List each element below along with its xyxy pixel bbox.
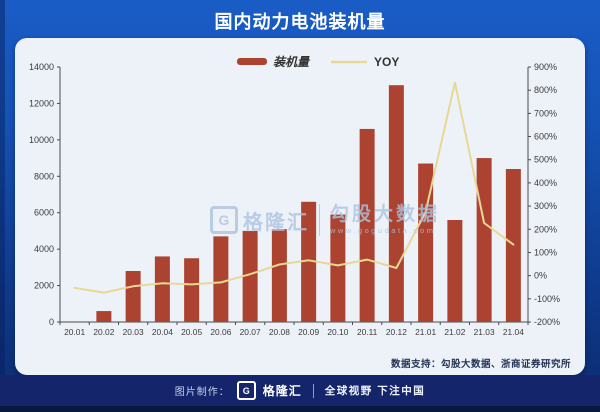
page-title: 国内动力电池装机量 (214, 12, 386, 32)
svg-text:20.06: 20.06 (210, 327, 231, 337)
footer-g-logo-icon: G (236, 381, 256, 400)
svg-text:0: 0 (49, 317, 54, 327)
svg-text:20.08: 20.08 (269, 327, 290, 337)
chart-svg: 装机量 YOY 0 2000 4000 6000 8000 10000 12000 14000 -2… (29, 55, 560, 337)
svg-text:21.04: 21.04 (503, 327, 524, 337)
legend-bar-swatch (237, 58, 267, 65)
bar (242, 230, 258, 322)
svg-text:20.04: 20.04 (152, 327, 173, 337)
svg-text:21.03: 21.03 (474, 327, 495, 337)
bar (213, 236, 229, 322)
chart-card: 装机量 YOY 0 2000 4000 6000 8000 10000 12000 14000 -2… (15, 38, 585, 375)
svg-text:20.11: 20.11 (357, 327, 378, 337)
svg-text:20.09: 20.09 (298, 327, 319, 337)
svg-text:14000: 14000 (29, 62, 54, 72)
svg-text:0%: 0% (534, 271, 547, 281)
bar (418, 163, 434, 322)
bar (184, 258, 200, 322)
svg-text:21.01: 21.01 (415, 327, 436, 337)
svg-text:20.07: 20.07 (240, 327, 261, 337)
bar (447, 220, 463, 322)
svg-text:800%: 800% (534, 85, 557, 95)
legend: 装机量 YOY (237, 55, 399, 69)
svg-text:4000: 4000 (34, 244, 54, 254)
svg-text:20.02: 20.02 (93, 327, 114, 337)
svg-text:900%: 900% (534, 62, 557, 72)
svg-text:300%: 300% (534, 201, 557, 211)
svg-text:400%: 400% (534, 178, 557, 188)
svg-text:100%: 100% (534, 247, 557, 257)
left-edge-stripe (0, 0, 5, 375)
left-axis-labels: 0 2000 4000 6000 8000 10000 12000 14000 (29, 62, 60, 327)
bar (96, 311, 112, 322)
combo-chart: 装机量 YOY 0 2000 4000 6000 8000 10000 12000 14000 -2… (15, 38, 585, 378)
svg-text:20.12: 20.12 (386, 327, 407, 337)
svg-text:2000: 2000 (34, 281, 54, 291)
footer-divider (312, 383, 314, 398)
legend-bar-label: 装机量 (273, 55, 311, 69)
x-axis-labels: 20.01 20.02 20.03 20.04 20.05 20.06 20.07 20.08… (59, 322, 529, 337)
svg-text:20.03: 20.03 (123, 327, 144, 337)
svg-text:200%: 200% (534, 224, 557, 234)
footer-bar: 图片制作： G 格隆汇 全球视野 下注中国 (0, 375, 600, 412)
footer-slogan: 全球视野 下注中国 (324, 385, 426, 397)
footer-made-by-label: 图片制作： (174, 387, 230, 398)
svg-text:8000: 8000 (34, 171, 54, 181)
legend-line-label: YOY (374, 55, 399, 69)
svg-text:10000: 10000 (29, 135, 54, 145)
svg-text:20.05: 20.05 (181, 327, 202, 337)
bar (388, 85, 404, 322)
bar (330, 214, 346, 322)
svg-text:21.02: 21.02 (444, 327, 465, 337)
bar (476, 158, 492, 322)
svg-text:500%: 500% (534, 155, 557, 165)
svg-text:20.01: 20.01 (64, 327, 85, 337)
data-support-note: 数据支持：勾股大数据、浙商证券研究所 (390, 359, 571, 370)
bar (125, 271, 141, 322)
bar (271, 229, 287, 322)
bar (301, 201, 317, 322)
svg-text:-200%: -200% (534, 317, 560, 327)
footer-brand-name: 格隆汇 (262, 384, 302, 398)
bar (359, 128, 375, 322)
svg-text:600%: 600% (534, 132, 557, 142)
bar (154, 256, 170, 322)
svg-text:6000: 6000 (34, 208, 54, 218)
svg-text:-100%: -100% (534, 294, 560, 304)
svg-text:12000: 12000 (29, 98, 54, 108)
right-axis-labels: -200% -100% 0% 100% 200% 300% 400% 500% 600% 700%… (528, 62, 560, 327)
svg-text:700%: 700% (534, 108, 557, 118)
bar-series (96, 85, 521, 322)
svg-text:20.10: 20.10 (327, 327, 348, 337)
yoy-line (73, 81, 515, 294)
